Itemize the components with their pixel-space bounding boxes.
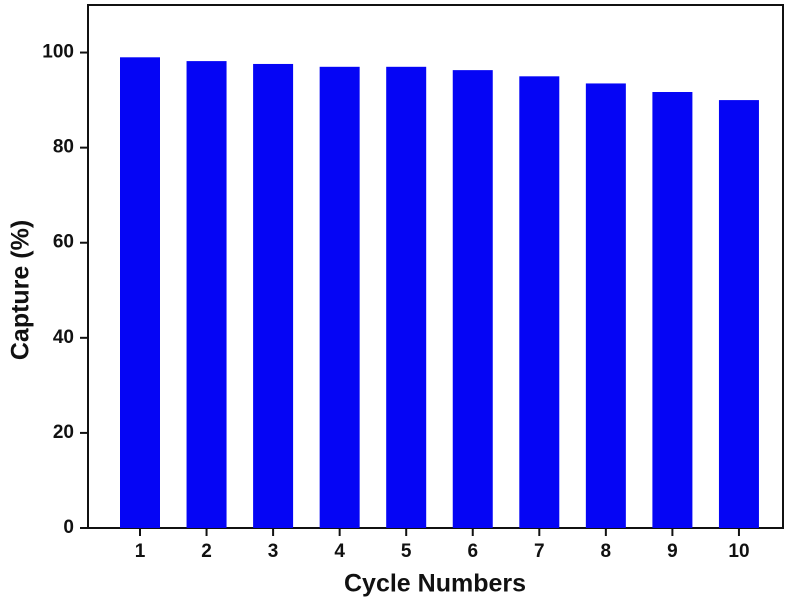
x-tick-label: 8 — [601, 541, 612, 562]
y-tick-label: 60 — [53, 232, 74, 253]
x-tick-label: 3 — [268, 541, 279, 562]
bar — [319, 66, 360, 529]
bar — [652, 92, 693, 528]
x-tick-label: 7 — [534, 541, 545, 562]
bar — [120, 57, 160, 529]
y-tick-label: 20 — [53, 422, 74, 443]
x-tick-label: 10 — [728, 541, 749, 562]
y-axis-title: Capture (%) — [7, 220, 35, 360]
bar — [452, 70, 493, 529]
y-tick-label: 40 — [53, 327, 74, 348]
y-tick-label: 80 — [53, 137, 74, 158]
plot-frame — [87, 4, 784, 529]
y-tick-label: 0 — [63, 517, 74, 538]
x-tick-label: 1 — [135, 541, 146, 562]
bar — [718, 100, 759, 528]
x-tick-label: 2 — [201, 541, 212, 562]
x-axis-title: Cycle Numbers — [344, 570, 526, 598]
bar — [585, 83, 626, 528]
bar — [253, 63, 294, 529]
x-tick-label: 6 — [467, 541, 478, 562]
y-tick-label: 100 — [42, 42, 74, 63]
bar — [519, 76, 560, 529]
bar — [386, 66, 427, 529]
x-tick-label: 4 — [334, 541, 345, 562]
x-tick-label: 9 — [667, 541, 678, 562]
bar — [186, 61, 227, 528]
x-tick-label: 5 — [401, 541, 412, 562]
